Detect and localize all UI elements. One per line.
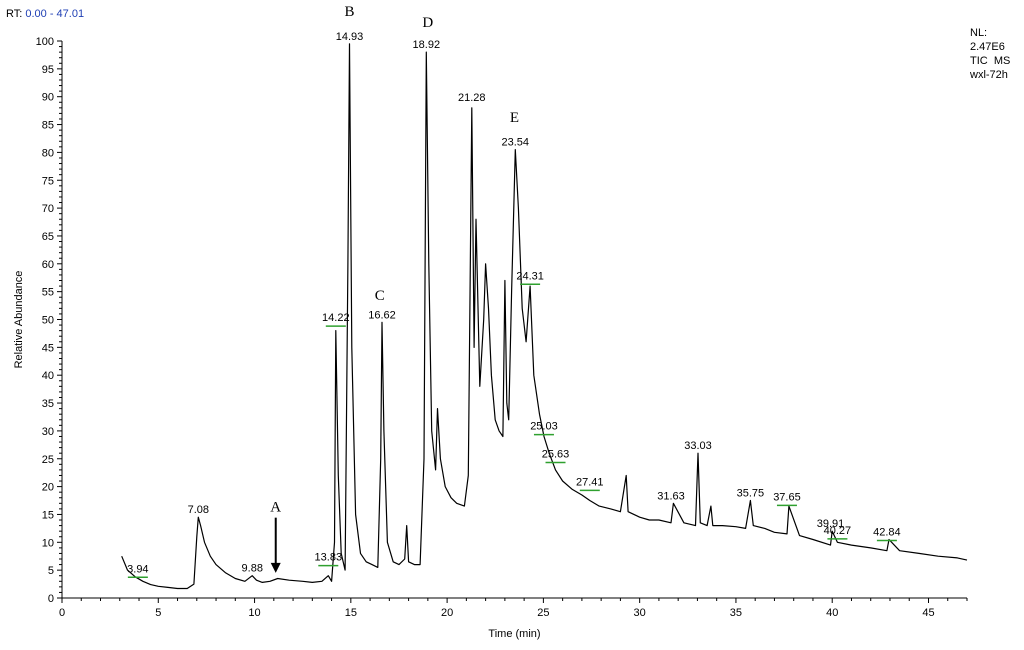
y-tick-label: 55 [42,287,54,299]
y-tick-label: 35 [42,398,54,410]
x-axis-title: Time (min) [488,628,540,640]
peak-label: 13.83 [315,552,343,564]
peak-label: 25.63 [542,449,570,461]
peak-label: 31.63 [657,490,685,502]
peak-label: 42.84 [873,527,901,539]
chromatogram-trace [121,43,968,590]
y-tick-label: 25 [42,454,54,466]
chart-annotations: A B C D E [270,4,519,573]
y-tick-label: 70 [42,203,54,215]
peak-label: 40.27 [824,525,852,537]
y-axis-title: Relative Abundance [13,271,25,369]
peak-annotation-b: B [344,4,354,20]
nl-value: 2.47E6 [970,41,1005,53]
sample-name: wxl-72h [970,69,1008,81]
y-tick-label: 15 [42,509,54,521]
y-tick-label: 95 [42,64,54,76]
peak-label: 23.54 [502,137,530,149]
y-tick-label: 65 [42,231,54,243]
peak-label: 14.22 [322,312,350,324]
peak-label: 21.28 [458,92,486,104]
x-tick-label: 40 [826,607,838,619]
annotation-arrow-head [270,562,281,573]
peak-annotation-a: A [270,500,281,516]
rt-prefix: RT: [6,8,23,20]
peak-annotation-e: E [510,110,519,126]
y-tick-label: 5 [48,565,54,577]
y-tick-label: 20 [42,482,54,494]
x-tick-label: 0 [59,607,65,619]
chart-plot-area [121,43,968,590]
peak-label: 39.91 [817,518,845,530]
y-tick-label: 40 [42,370,54,382]
y-tick-label: 30 [42,426,54,438]
peak-label: 16.62 [368,309,396,321]
y-tick-label: 0 [48,593,54,605]
x-tick-label: 20 [441,607,453,619]
y-tick-label: 100 [36,36,54,48]
rt-range-value: 0.00 - 47.01 [25,8,85,20]
y-tick-label: 80 [42,147,54,159]
chart-axes: 0 5 10 15 20 25 30 35 40 45 0 5 10 15 20 25 30 35 40 45 50 55… [36,36,968,619]
y-tick-label: 90 [42,92,54,104]
x-tick-label: 25 [537,607,549,619]
rt-range-header: RT: 0.00 - 47.01 [6,8,84,20]
peak-label: 3.94 [127,563,148,575]
x-tick-label: 5 [155,607,161,619]
x-tick-label: 10 [248,607,260,619]
y-tick-label: 10 [42,537,54,549]
x-tick-label: 15 [345,607,357,619]
nl-label: NL: [970,27,988,39]
peak-annotation-c: C [375,288,385,304]
x-tick-label: 30 [634,607,646,619]
peak-label: 33.03 [684,440,712,452]
peak-label: 24.31 [516,270,544,282]
peak-annotation-d: D [422,15,433,31]
peak-label: 27.41 [576,476,604,488]
peak-labels: 3.94 7.08 9.88 13.83 14.22 14.93 16.62 18.92 21.… [127,31,901,579]
peak-label: 35.75 [737,488,765,500]
peak-label: 9.88 [242,563,263,575]
peak-label: 7.08 [188,504,209,516]
x-tick-label: 45 [922,607,934,619]
x-tick-label: 35 [730,607,742,619]
y-tick-label: 85 [42,120,54,132]
peak-label: 37.65 [773,491,801,503]
peak-label: 14.93 [336,31,364,43]
y-tick-label: 45 [42,342,54,354]
scan-type: TIC MS [970,55,1011,67]
y-tick-label: 75 [42,175,54,187]
peak-label: 25.03 [530,421,558,433]
peak-label: 18.92 [413,39,441,51]
y-tick-label: 50 [42,315,54,327]
y-tick-label: 60 [42,259,54,271]
scan-info-block: NL: 2.47E6 TIC MS wxl-72h [970,26,1010,82]
